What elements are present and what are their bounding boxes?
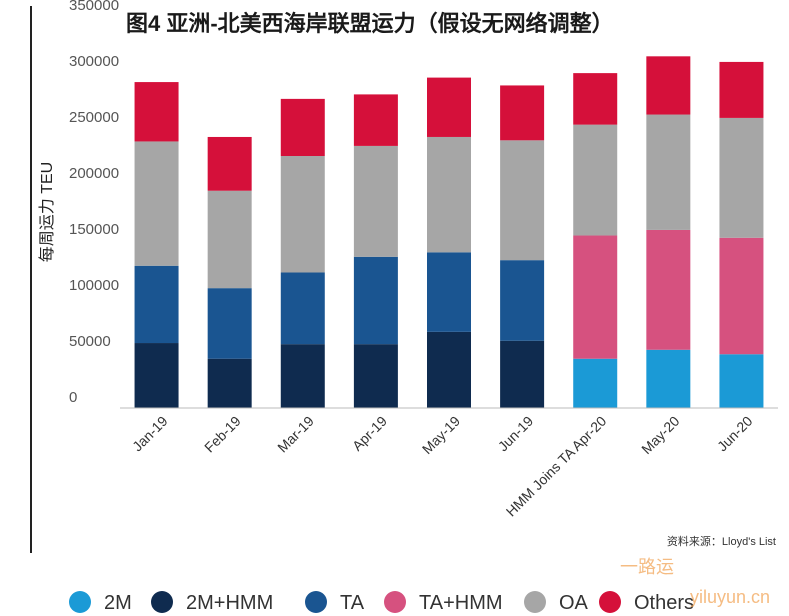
x-tick-label: Jan-19	[129, 413, 171, 455]
bar-segment	[353, 145, 398, 257]
y-axis-label: 每周运力 TEU	[38, 162, 56, 262]
bar-segment	[646, 229, 691, 350]
legend-swatch	[524, 591, 546, 613]
y-tick-label: 100000	[69, 277, 119, 294]
bar-segment	[353, 256, 398, 345]
x-tick-label: May-20	[638, 413, 682, 457]
legend: 2M 2M+HMM TA TA+HMM OA Others	[69, 591, 694, 614]
y-tick-label: 350000	[69, 0, 119, 14]
legend-swatch	[151, 591, 173, 613]
x-axis-ticks: Jan-19 Feb-19 Mar-19 Apr-19 May-19 Jun-19HMM …	[129, 413, 756, 520]
bar-segment	[719, 117, 764, 238]
y-tick-label: 50000	[69, 333, 111, 350]
y-tick-label: 150000	[69, 221, 119, 238]
bar-segment	[280, 98, 325, 156]
x-tick-label: May-19	[419, 413, 463, 457]
bar-segment	[207, 358, 252, 408]
x-tick-label: Mar-19	[274, 413, 317, 456]
bar-segment	[134, 82, 179, 142]
bar-segment	[427, 77, 471, 137]
bar-segment	[646, 56, 691, 115]
legend-label: 2M	[104, 592, 132, 614]
bar-segment	[280, 156, 325, 273]
bar-segment	[427, 252, 471, 332]
bar-segment	[134, 265, 179, 344]
legend-label: 2M+HMM	[186, 592, 273, 614]
x-tick-label: Feb-19	[201, 413, 244, 456]
x-tick-label: Jun-20	[714, 413, 756, 455]
bar-segment	[500, 260, 545, 341]
bar-segment	[427, 331, 471, 408]
y-tick-label: 0	[69, 389, 77, 406]
y-tick-label: 300000	[69, 53, 119, 70]
bar-segment	[207, 288, 252, 359]
bar-segment	[134, 141, 179, 266]
legend-label: TA	[340, 592, 365, 614]
bars	[134, 56, 764, 408]
x-tick-label: Jun-19	[495, 413, 537, 455]
bar-segment	[646, 349, 691, 408]
legend-swatch	[69, 591, 91, 613]
y-tick-label: 250000	[69, 109, 119, 126]
x-tick-label: Apr-19	[349, 413, 390, 454]
chart-title: 图4 亚洲-北美西海岸联盟运力（假设无网络调整）	[126, 11, 614, 36]
legend-swatch	[384, 591, 406, 613]
bar-segment	[207, 190, 252, 289]
y-axis-ticks: 0 50000 100000 150000 200000 250000 300000 3500…	[69, 0, 119, 406]
legend-swatch	[305, 591, 327, 613]
bar-segment	[500, 340, 545, 408]
watermark-domain: yiluyun.cn	[690, 587, 770, 607]
bar-segment	[646, 114, 691, 230]
legend-label: Others	[634, 592, 694, 614]
bar-segment	[353, 344, 398, 408]
bar-segment	[573, 73, 618, 125]
legend-label: OA	[559, 592, 589, 614]
legend-label: TA+HMM	[419, 592, 503, 614]
bar-segment	[573, 235, 618, 359]
bar-segment	[427, 136, 471, 253]
bar-segment	[719, 237, 764, 355]
bar-segment	[573, 124, 618, 236]
bar-segment	[719, 354, 764, 408]
bar-segment	[500, 85, 545, 141]
watermark-text: 一路运	[620, 557, 674, 577]
bar-segment	[207, 136, 252, 191]
bar-segment	[134, 343, 179, 408]
bar-segment	[719, 61, 764, 118]
source-note: 资料来源：Lloyd's List	[667, 534, 776, 548]
y-tick-label: 200000	[69, 165, 119, 182]
bar-segment	[500, 140, 545, 261]
bar-segment	[280, 272, 325, 345]
bar-segment	[280, 344, 325, 408]
bar-segment	[353, 94, 398, 146]
bar-segment	[573, 358, 618, 408]
legend-swatch	[599, 591, 621, 613]
